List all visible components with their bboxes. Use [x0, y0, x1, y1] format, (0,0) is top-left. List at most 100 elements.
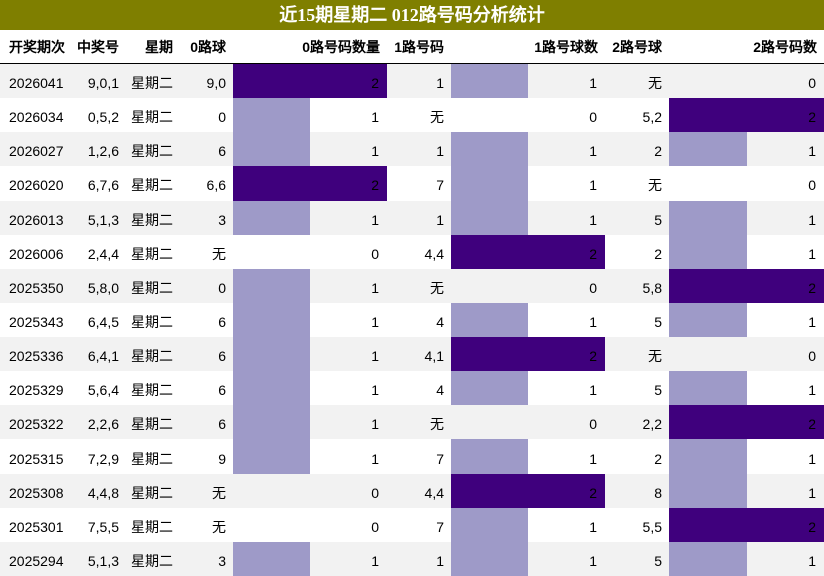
table-cell: 5,1,3: [87, 211, 119, 228]
data-bar: [669, 473, 747, 508]
table-cell: 1: [589, 382, 597, 399]
table-cell: 2: [589, 245, 597, 262]
data-bar: [451, 439, 528, 474]
table-cell: 0: [218, 279, 226, 296]
table-cell: 0: [589, 416, 597, 433]
table-cell: 1: [808, 450, 816, 467]
table-cell: 3: [218, 552, 226, 569]
data-bar: [669, 132, 747, 167]
table-cell: 星期二: [131, 143, 173, 160]
table-cell: 6,7,6: [87, 177, 119, 194]
table-cell: 1: [589, 211, 597, 228]
data-bar: [451, 132, 528, 167]
table-cell: 1: [589, 552, 597, 569]
table-cell: 星期二: [131, 211, 173, 228]
data-bar: [669, 439, 747, 474]
table-cell: 1: [808, 245, 816, 262]
table-cell: 5,8: [642, 279, 662, 296]
table-cell: 星期二: [131, 245, 173, 262]
table-cell: 0,5,2: [87, 109, 119, 126]
table-cell: 6: [218, 348, 226, 365]
table-cell: 无: [430, 109, 444, 126]
table-cell: 5: [654, 211, 662, 228]
table-cell: 星期二: [131, 109, 173, 126]
data-bar: [233, 132, 310, 167]
header-cell: 1路号球数: [534, 39, 598, 55]
table-cell: 2: [371, 75, 379, 92]
table-cell: 1: [808, 211, 816, 228]
table-cell: 2: [654, 245, 662, 262]
data-bar: [669, 541, 747, 576]
table-cell: 2: [589, 348, 597, 365]
data-bar: [451, 371, 528, 406]
data-bar: [669, 302, 747, 338]
table-cell: 星期二: [131, 484, 173, 501]
table-cell: 1: [808, 552, 816, 569]
row-background: [0, 337, 824, 372]
table-cell: 1: [589, 143, 597, 160]
data-bar: [451, 302, 528, 338]
table-cell: 5,5: [642, 518, 662, 535]
table-cell: 星期二: [131, 313, 173, 330]
data-bar: [451, 337, 605, 372]
data-bar: [233, 302, 310, 338]
table-cell: 1: [371, 143, 379, 160]
table-cell: 5: [654, 382, 662, 399]
data-bar: [451, 507, 528, 542]
data-bar: [669, 371, 747, 406]
header-cell: 开奖期次: [9, 39, 65, 55]
table-cell: 无: [430, 279, 444, 296]
table-cell: 6: [218, 143, 226, 160]
data-bar: [233, 541, 310, 576]
data-bar: [451, 473, 605, 508]
data-bar: [233, 439, 310, 474]
table-cell: 4,1: [424, 348, 444, 365]
data-bar: [669, 507, 824, 542]
table-cell: 1: [589, 518, 597, 535]
table-cell: 2: [808, 416, 816, 433]
table-cell: 星期二: [131, 450, 173, 467]
table-cell: 2: [654, 450, 662, 467]
table-cell: 无: [212, 245, 226, 262]
table-cell: 4,4,8: [87, 484, 119, 501]
table-cell: 2: [808, 518, 816, 535]
table-cell: 无: [430, 416, 444, 433]
table-cell: 0: [589, 109, 597, 126]
table-cell: 0: [371, 484, 379, 501]
table-cell: 1: [808, 313, 816, 330]
header-cell: 0路号码数量: [302, 39, 380, 55]
table-cell: 星期二: [131, 382, 173, 399]
table-cell: 2026041: [9, 75, 64, 92]
data-bar: [233, 98, 310, 133]
table-cell: 4,4: [424, 245, 444, 262]
data-bar: [233, 64, 387, 99]
table-cell: 6: [218, 382, 226, 399]
table-cell: 星期二: [131, 348, 173, 365]
header-cell: 2路号码数: [753, 39, 817, 55]
table-cell: 星期二: [131, 552, 173, 569]
table-cell: 2025322: [9, 416, 64, 433]
table-cell: 2025294: [9, 552, 64, 569]
table-cell: 1: [436, 211, 444, 228]
table-cell: 6: [218, 313, 226, 330]
table-cell: 5,2: [642, 109, 662, 126]
table-cell: 5: [654, 552, 662, 569]
table-cell: 9: [218, 450, 226, 467]
table-cell: 6,4,5: [87, 313, 119, 330]
table-cell: 星期二: [131, 177, 173, 194]
table-cell: 2: [589, 484, 597, 501]
header-cell: 2路号球: [612, 39, 662, 55]
table-cell: 6: [218, 416, 226, 433]
table-cell: 6,4,1: [87, 348, 119, 365]
table-cell: 9,0,1: [87, 75, 119, 92]
table-cell: 0: [218, 109, 226, 126]
data-bar: [233, 200, 310, 235]
table-cell: 0: [589, 279, 597, 296]
table-cell: 0: [808, 348, 816, 365]
data-bar: [233, 405, 310, 440]
table-cell: 1: [436, 75, 444, 92]
header-cell: 0路球: [190, 39, 226, 55]
data-bar: [233, 268, 310, 303]
data-bar: [669, 98, 824, 133]
